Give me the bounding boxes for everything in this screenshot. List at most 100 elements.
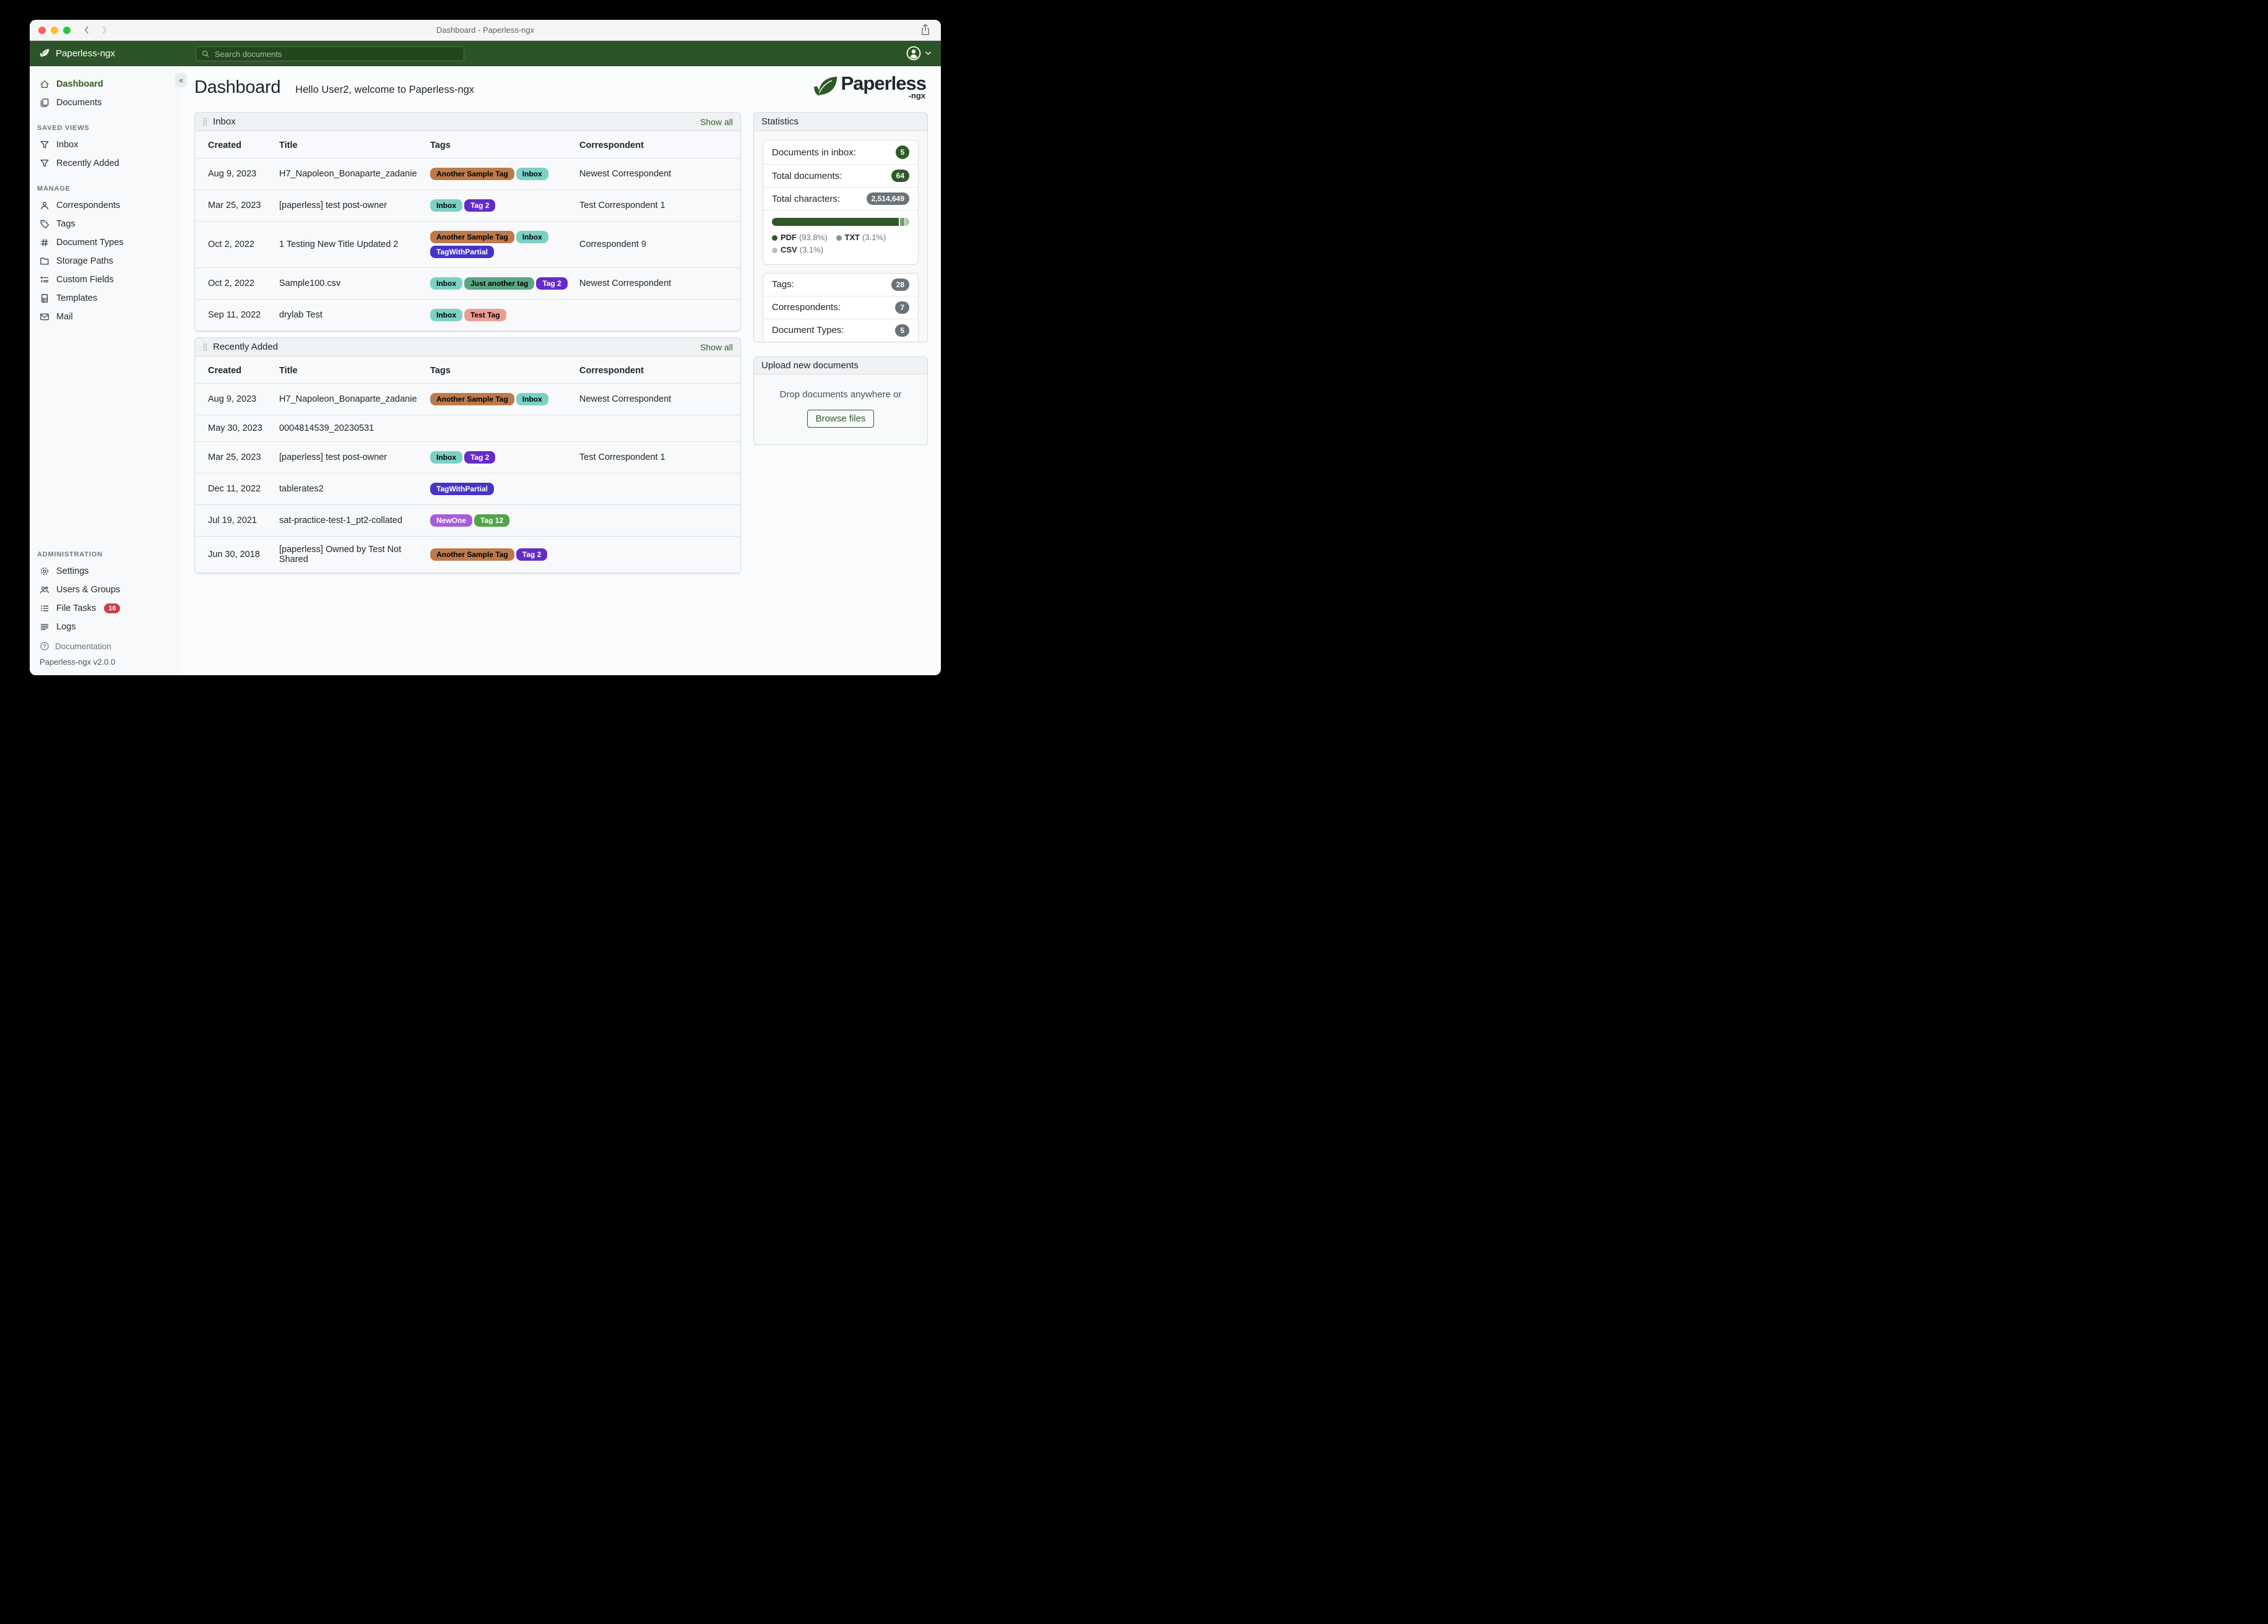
- tag-chip[interactable]: Tag 12: [474, 514, 510, 527]
- sidebar-item-mail[interactable]: Mail: [30, 308, 181, 326]
- search-input[interactable]: [214, 48, 459, 59]
- documents-icon: [40, 98, 50, 108]
- documentation-link[interactable]: ? Documentation: [30, 636, 181, 654]
- tag-chip[interactable]: Inbox: [516, 231, 548, 243]
- zoom-window-button[interactable]: [63, 26, 71, 34]
- tag-chip[interactable]: Tag 2: [536, 277, 568, 290]
- sidebar-item-documents[interactable]: Documents: [30, 93, 181, 112]
- app-window: Dashboard - Paperless-ngx Paperless-ngx: [30, 20, 941, 675]
- sidebar-item-logs[interactable]: Logs: [30, 618, 181, 636]
- panel-title: Recently Added: [213, 342, 279, 352]
- sidebar-item-tags[interactable]: Tags: [30, 215, 181, 233]
- doc-correspondent: Correspondent 9: [574, 221, 740, 268]
- browse-files-button[interactable]: Browse files: [807, 410, 875, 428]
- doc-title[interactable]: H7_Napoleon_Bonaparte_zadanie: [274, 158, 425, 190]
- close-window-button[interactable]: [38, 26, 46, 34]
- table-row[interactable]: Oct 2, 2022 1 Testing New Title Updated 2…: [195, 221, 740, 268]
- user-menu[interactable]: [906, 45, 931, 61]
- doc-title[interactable]: [paperless] test post-owner: [274, 441, 425, 473]
- show-all-link[interactable]: Show all: [700, 342, 733, 352]
- drag-handle-icon[interactable]: [202, 118, 208, 126]
- file-tasks-count-badge: 16: [104, 603, 121, 613]
- tag-chip[interactable]: Inbox: [516, 393, 548, 405]
- table-row[interactable]: Oct 2, 2022 Sample100.csv Inbox Just anothe…: [195, 267, 740, 300]
- table-row[interactable]: May 30, 2023 0004814539_20230531: [195, 415, 740, 442]
- tag-chip[interactable]: Test Tag: [464, 309, 506, 321]
- tag-chip[interactable]: Tag 2: [464, 199, 496, 212]
- tag-chip[interactable]: Another Sample Tag: [430, 393, 514, 405]
- sidebar-item-dashboard[interactable]: Dashboard: [30, 75, 181, 93]
- sidebar-item-settings[interactable]: Settings: [30, 562, 181, 581]
- doc-title[interactable]: sat-practice-test-1_pt2-collated: [274, 504, 425, 537]
- sidebar-item-recently-added[interactable]: Recently Added: [30, 154, 181, 173]
- tag-chip[interactable]: Inbox: [516, 168, 548, 180]
- sidebar-item-document-types[interactable]: Document Types: [30, 233, 181, 252]
- sidebar-item-label: Documents: [56, 98, 102, 108]
- sidebar-item-label: Mail: [56, 312, 73, 322]
- drag-handle-icon[interactable]: [202, 343, 208, 352]
- table-row[interactable]: Sep 11, 2022 drylab Test Inbox Test Tag: [195, 299, 740, 331]
- table-row[interactable]: Mar 25, 2023 [paperless] test post-owner I…: [195, 189, 740, 222]
- sidebar-item-correspondents[interactable]: Correspondents: [30, 196, 181, 215]
- tag-chip[interactable]: Inbox: [430, 199, 462, 212]
- tag-chip[interactable]: Tag 2: [516, 548, 548, 561]
- sidebar-item-users-groups[interactable]: Users & Groups: [30, 581, 181, 599]
- tag-chip[interactable]: Tag 2: [464, 451, 496, 464]
- tag-chip[interactable]: TagWithPartial: [430, 483, 495, 495]
- upload-dropzone[interactable]: Drop documents anywhere or Browse files: [754, 374, 927, 428]
- sidebar-item-label: Logs: [56, 622, 76, 632]
- table-row[interactable]: Aug 9, 2023 H7_Napoleon_Bonaparte_zadanie…: [195, 383, 740, 415]
- logs-icon: [40, 622, 50, 632]
- logo-leaf-icon: [810, 75, 840, 102]
- minimize-window-button[interactable]: [51, 26, 58, 34]
- tag-chip[interactable]: Another Sample Tag: [430, 548, 514, 561]
- tag-chip[interactable]: Another Sample Tag: [430, 231, 514, 243]
- doc-created: Oct 2, 2022: [195, 267, 274, 300]
- column-header-tags: Tags: [425, 131, 574, 158]
- doc-title[interactable]: H7_Napoleon_Bonaparte_zadanie: [274, 383, 425, 415]
- tag-chip[interactable]: Inbox: [430, 309, 462, 321]
- tag-chip[interactable]: Inbox: [430, 277, 462, 290]
- doc-title[interactable]: 1 Testing New Title Updated 2: [274, 221, 425, 268]
- forward-icon[interactable]: [99, 25, 109, 35]
- app-version: Paperless-ngx v2.0.0: [40, 657, 116, 667]
- doc-title[interactable]: drylab Test: [274, 299, 425, 331]
- doc-correspondent: [574, 504, 740, 537]
- stat-row-tags: Tags: 28: [763, 274, 918, 296]
- doc-title[interactable]: Sample100.csv: [274, 267, 425, 300]
- sidebar-item-inbox[interactable]: Inbox: [30, 136, 181, 154]
- stat-value-badge: 5: [895, 324, 909, 337]
- sidebar-item-file-tasks[interactable]: File Tasks 16: [30, 599, 181, 618]
- sidebar-collapse-button[interactable]: «: [175, 73, 187, 87]
- share-icon[interactable]: [919, 23, 933, 38]
- table-row[interactable]: Mar 25, 2023 [paperless] test post-owner I…: [195, 441, 740, 473]
- tag-chip[interactable]: Just another tag: [464, 277, 535, 290]
- tag-chip[interactable]: Another Sample Tag: [430, 168, 514, 180]
- search-icon: [201, 50, 210, 58]
- show-all-link[interactable]: Show all: [700, 116, 733, 127]
- table-row[interactable]: Aug 9, 2023 H7_Napoleon_Bonaparte_zadanie…: [195, 158, 740, 190]
- table-row[interactable]: Dec 11, 2022 tablerates2 TagWithPartial: [195, 473, 740, 505]
- sidebar-item-storage-paths[interactable]: Storage Paths: [30, 252, 181, 270]
- tag-chip[interactable]: Inbox: [430, 451, 462, 464]
- sidebar-item-templates[interactable]: Templates: [30, 289, 181, 308]
- table-row[interactable]: Jun 30, 2018 [paperless] Owned by Test No…: [195, 536, 740, 573]
- column-header-created: Created: [195, 131, 274, 158]
- tag-chip[interactable]: TagWithPartial: [430, 246, 495, 258]
- doc-title[interactable]: 0004814539_20230531: [274, 415, 425, 442]
- table-row[interactable]: Jul 19, 2021 sat-practice-test-1_pt2-coll…: [195, 504, 740, 537]
- chart-legend: PDF (93.8%) TXT (3.1%) CSV (3.1%): [772, 232, 909, 257]
- tag-chip[interactable]: NewOne: [430, 514, 473, 527]
- doc-created: Oct 2, 2022: [195, 221, 274, 268]
- legend-label: PDF: [781, 233, 797, 242]
- stat-row-correspondents: Correspondents: 7: [763, 296, 918, 319]
- back-icon[interactable]: [82, 25, 92, 35]
- sidebar-item-custom-fields[interactable]: Custom Fields: [30, 270, 181, 289]
- brand[interactable]: Paperless-ngx: [38, 48, 115, 60]
- sidebar-item-label: Templates: [56, 293, 98, 303]
- doc-title[interactable]: [paperless] Owned by Test Not Shared: [274, 536, 425, 573]
- legend-item-pdf: PDF (93.8%): [772, 232, 828, 244]
- doc-correspondent: [574, 299, 740, 331]
- doc-title[interactable]: [paperless] test post-owner: [274, 189, 425, 222]
- doc-title[interactable]: tablerates2: [274, 473, 425, 505]
